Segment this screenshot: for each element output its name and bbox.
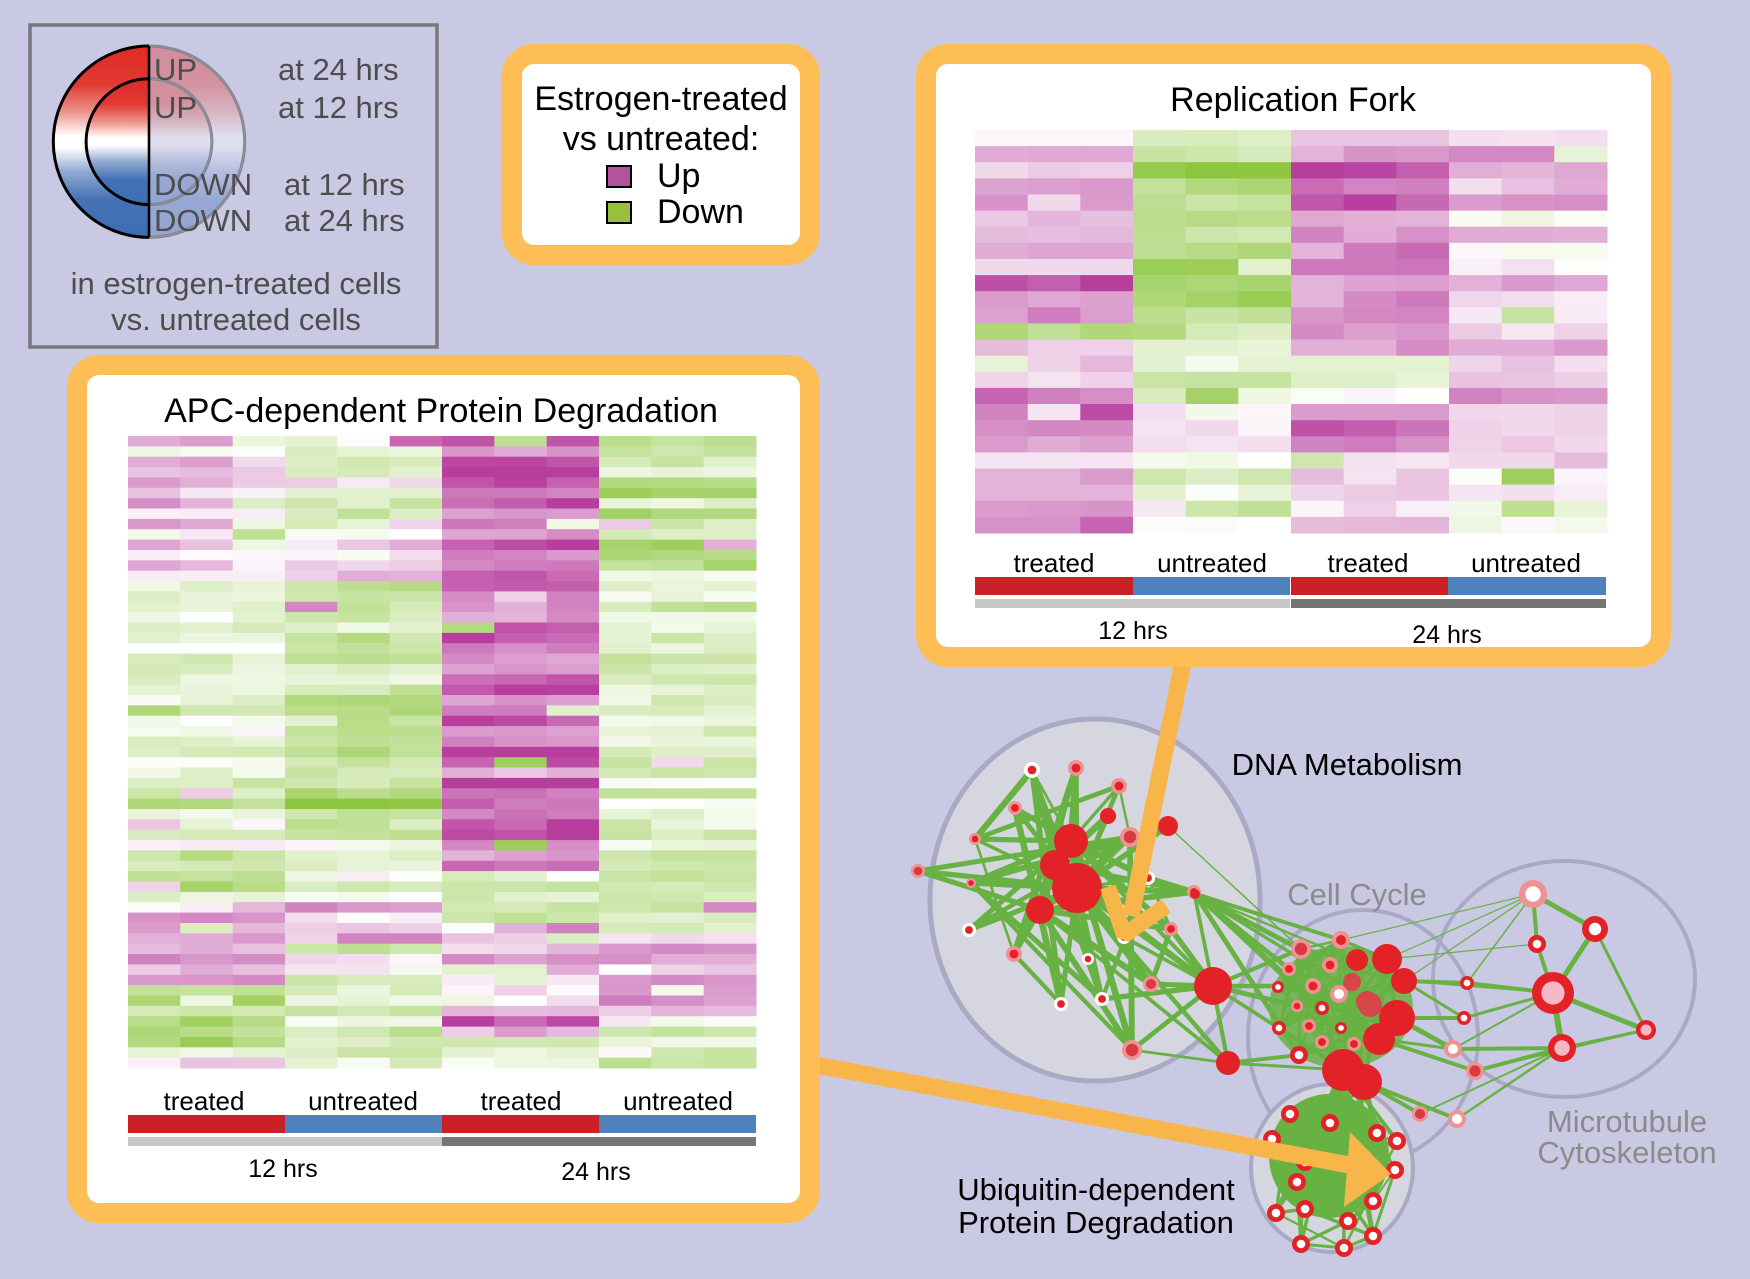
svg-text:at 12 hrs: at 12 hrs (284, 167, 405, 202)
svg-text:12 hrs: 12 hrs (248, 1155, 317, 1183)
svg-text:Ubiquitin-dependent: Ubiquitin-dependent (957, 1172, 1235, 1207)
svg-text:Up: Up (657, 157, 700, 195)
svg-text:at 24 hrs: at 24 hrs (278, 52, 399, 87)
svg-text:Cell Cycle: Cell Cycle (1287, 877, 1427, 912)
svg-text:in estrogen-treated cells: in estrogen-treated cells (71, 266, 402, 301)
svg-text:Replication Fork: Replication Fork (1170, 81, 1417, 119)
svg-text:24 hrs: 24 hrs (1412, 621, 1481, 649)
svg-text:treated: treated (481, 1086, 562, 1116)
svg-text:treated: treated (1014, 548, 1095, 578)
svg-text:treated: treated (1328, 548, 1409, 578)
svg-text:untreated: untreated (308, 1086, 418, 1116)
svg-text:Protein Degradation: Protein Degradation (958, 1205, 1234, 1240)
svg-text:UP: UP (154, 90, 197, 125)
svg-text:Estrogen-treated: Estrogen-treated (534, 80, 787, 118)
svg-text:DOWN: DOWN (154, 203, 252, 238)
svg-text:at 24 hrs: at 24 hrs (284, 203, 405, 238)
svg-text:DOWN: DOWN (154, 167, 252, 202)
svg-text:12 hrs: 12 hrs (1098, 617, 1167, 645)
svg-text:vs untreated:: vs untreated: (563, 120, 760, 158)
svg-text:Microtubule: Microtubule (1547, 1104, 1707, 1139)
svg-text:vs. untreated cells: vs. untreated cells (111, 302, 361, 337)
svg-text:DNA Metabolism: DNA Metabolism (1232, 747, 1463, 782)
svg-text:UP: UP (154, 52, 197, 87)
svg-text:treated: treated (164, 1086, 245, 1116)
svg-text:Cytoskeleton: Cytoskeleton (1537, 1135, 1716, 1170)
svg-text:Down: Down (657, 193, 744, 231)
svg-text:at 12 hrs: at 12 hrs (278, 90, 399, 125)
svg-text:untreated: untreated (1157, 548, 1267, 578)
svg-text:untreated: untreated (1471, 548, 1581, 578)
svg-text:24 hrs: 24 hrs (561, 1158, 630, 1186)
svg-text:untreated: untreated (623, 1086, 733, 1116)
svg-text:APC-dependent Protein Degradat: APC-dependent Protein Degradation (164, 392, 718, 430)
